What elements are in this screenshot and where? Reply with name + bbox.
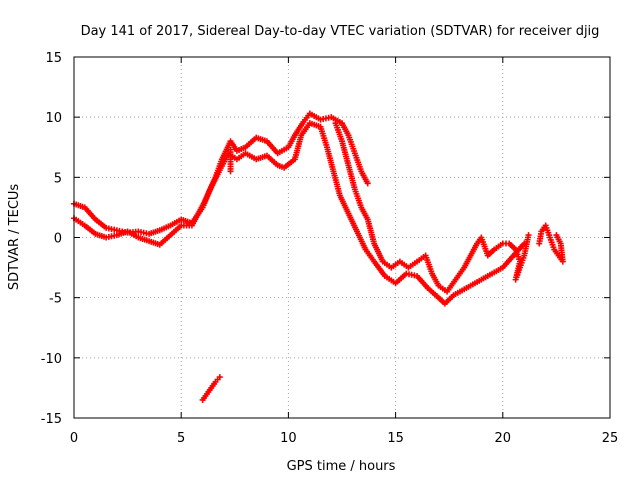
data-point — [553, 232, 560, 239]
x-axis-label: GPS time / hours — [287, 459, 396, 474]
x-tick-label: 0 — [70, 431, 78, 446]
x-tick-label: 5 — [177, 431, 185, 446]
data-point — [364, 180, 371, 187]
data-point — [216, 374, 223, 381]
y-tick-label: -15 — [41, 412, 62, 427]
y-axis-label: SDTVAR / TECUs — [7, 184, 22, 291]
chart-title: Day 141 of 2017, Sidereal Day-to-day VTE… — [81, 24, 600, 39]
axis-ticks — [73, 56, 611, 419]
x-tick-label: 15 — [387, 431, 404, 446]
y-tick-label: -5 — [49, 292, 62, 307]
x-tick-labels: 0 5 10 15 20 25 — [70, 431, 618, 446]
data-point — [525, 232, 532, 239]
x-tick-label: 25 — [602, 431, 619, 446]
data-point — [227, 146, 234, 153]
y-tick-labels: -15 -10 -5 0 5 10 15 — [41, 51, 62, 427]
x-tick-label: 10 — [280, 431, 297, 446]
x-tick-label: 20 — [495, 431, 512, 446]
y-tick-label: 15 — [45, 51, 62, 66]
y-tick-label: -10 — [41, 352, 62, 367]
y-tick-label: 5 — [54, 171, 62, 186]
y-tick-label: 10 — [45, 111, 62, 126]
y-tick-label: 0 — [54, 232, 62, 247]
grid-lines — [74, 57, 610, 418]
data-points — [71, 110, 566, 403]
